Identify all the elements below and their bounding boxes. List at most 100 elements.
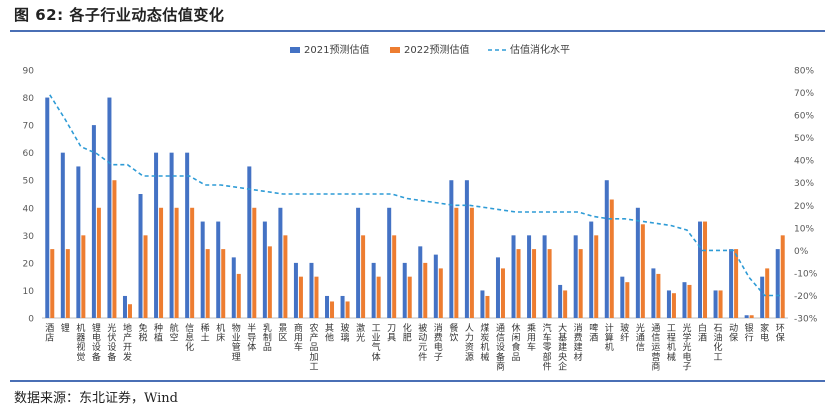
category-label: 物业管理 [232,322,241,363]
bar-2021 [620,276,625,318]
bar-2021 [60,152,65,318]
bar-2021 [138,194,143,318]
category-label: 景区 [278,323,287,344]
bar-2021 [325,295,330,318]
category-label: 半导体 [247,322,256,353]
category-label: 消费建材 [574,322,583,363]
bar-2021 [480,290,485,318]
bar-2022 [376,276,381,318]
category-label: 种植 [154,322,163,344]
category-label: 人力资源 [465,323,474,363]
valuation-digestion-line [49,94,781,297]
line-series [49,94,781,297]
bar-2021 [262,221,267,318]
bar-2022 [640,224,645,318]
category-label: 商用车 [294,322,303,353]
bar-2022 [563,290,568,318]
bar-2022 [283,235,288,318]
bar-2022 [765,268,770,318]
bar-2021 [387,207,392,318]
category-label: 地产开发 [123,322,132,363]
bar-2021 [216,221,221,318]
bar-2022 [159,207,164,318]
bar-2021 [744,315,749,318]
right-tick-label: 50% [794,134,814,144]
legend-label: 2021预测估值 [304,43,369,56]
legend-label: 估值消化水平 [510,43,570,56]
bar-2021 [511,235,516,318]
bar-2022 [703,221,708,318]
x-axis-labels: 酒店锂 机器视觉锂电设备光伏设备地产开发免税种植航空信息化稀土机床物业管理半导体乳… [45,322,784,372]
bar-2022 [438,268,443,318]
bar-2021 [433,254,438,318]
bar-2022 [609,199,614,318]
category-label: 餐饮 [449,322,458,344]
bar-2021 [169,152,174,318]
category-label: 酒店 [45,323,54,344]
right-tick-label: 80% [794,67,814,77]
category-label: 光学光电子 [682,322,691,372]
bar-2021 [91,125,96,318]
legend-swatch [390,47,400,53]
category-label: 锂电设备 [92,322,101,363]
category-label: 动保 [729,323,738,344]
bar-2022 [236,273,241,318]
bar-2022 [594,235,599,318]
bar-2022 [221,249,226,318]
category-label: 计算机 [605,322,614,353]
bar-2021 [651,268,656,318]
category-label: 光伏设备 [107,322,116,363]
bar-2022 [50,249,55,318]
category-label: 锂 [61,322,70,334]
bar-2021 [589,221,594,318]
bar-2021 [527,235,532,318]
bar-2021 [231,257,236,318]
source-rule [10,380,825,382]
bar-2021 [573,235,578,318]
bar-2021 [200,221,205,318]
category-label: 家电 [760,322,769,344]
bar-2021 [464,180,469,318]
bar-2022 [96,207,101,318]
bar-2021 [775,249,780,318]
chart-legend: 2021预测估值 2022预测估值 估值消化水平 [290,43,570,56]
bar-2022 [361,235,366,318]
bar-2022 [252,207,257,318]
category-label: 化肥 [403,322,412,344]
bar-2022 [127,304,132,318]
bar-2021 [122,295,127,318]
bar-2021 [76,166,81,318]
left-tick-label: 80 [23,94,35,104]
category-label: 啤酒 [589,322,598,344]
bar-2022 [345,301,350,318]
category-label: 白酒 [698,322,707,344]
category-label: 光通信 [636,322,645,353]
left-tick-label: 50 [23,177,35,187]
left-y-axis: 0 10 20 30 40 50 60 70 80 90 [23,67,788,325]
right-tick-label: 70% [794,89,814,99]
category-label: 航空 [170,322,179,344]
bar-2022 [190,207,195,318]
bar-2021 [558,284,563,318]
bar-2021 [293,262,298,318]
bar-2022 [81,235,86,318]
category-label: 刀具 [387,324,396,344]
category-label: 免税 [139,322,148,344]
category-label: 其他 [325,323,334,344]
bar-2022 [454,207,459,318]
category-label: 工业气体 [372,324,381,363]
bar-2021 [418,246,423,318]
bar-2021 [107,97,112,318]
bar-series [45,97,785,318]
bar-2022 [532,249,537,318]
bar-2022 [65,249,70,318]
bar-2022 [780,235,785,318]
bar-2022 [205,249,210,318]
legend-label: 2022预测估值 [404,43,469,56]
category-label: 机器视觉 [76,322,85,363]
category-label: 煤炭机械 [480,322,489,363]
bar-2022 [516,249,521,318]
category-label: 通信设备商 [496,323,505,372]
left-tick-label: 70 [23,122,35,132]
bar-2021 [713,290,718,318]
